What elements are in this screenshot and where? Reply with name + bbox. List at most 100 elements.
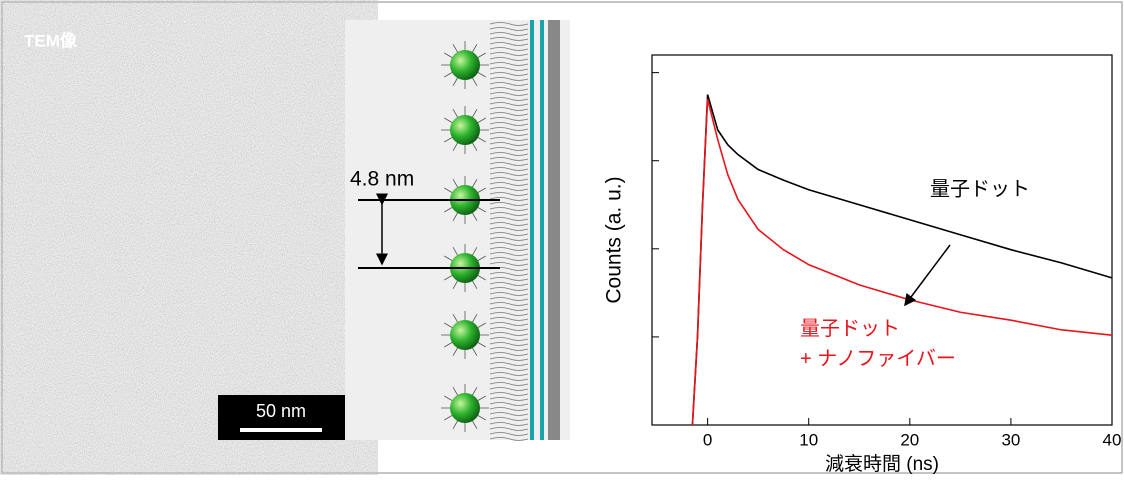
ligand xyxy=(452,279,459,289)
quantum-dot xyxy=(450,393,480,423)
lipid xyxy=(489,372,529,376)
lipid xyxy=(489,347,529,351)
ligand xyxy=(476,187,486,194)
x-tick-label: 30 xyxy=(1001,430,1020,449)
ligand xyxy=(476,274,486,281)
ligand xyxy=(471,44,478,54)
lipid xyxy=(489,192,529,196)
chart: 0 10 20 30 40 減衰時間 (ns) Counts (a. u.) 量子ドット量子ド… xyxy=(603,54,1121,475)
lipid xyxy=(489,117,529,121)
lipid xyxy=(489,22,529,26)
lipid xyxy=(489,147,529,151)
lipid xyxy=(489,262,529,266)
lipid xyxy=(489,332,529,336)
ligand xyxy=(471,211,478,221)
x-tick-label: 20 xyxy=(900,430,919,449)
ligand xyxy=(444,117,454,124)
lipid xyxy=(489,237,529,241)
lipid xyxy=(489,357,529,361)
ligand xyxy=(476,395,486,402)
lipid xyxy=(489,257,529,261)
x-tick-label: 0 xyxy=(703,430,712,449)
ligand xyxy=(444,136,454,143)
lipid xyxy=(489,327,529,331)
lipid xyxy=(489,77,529,81)
ligand xyxy=(444,255,454,262)
ligand xyxy=(444,206,454,213)
lipid xyxy=(489,167,529,171)
lipid xyxy=(489,412,529,416)
ligand xyxy=(452,211,459,221)
lipid xyxy=(489,232,529,236)
lipid xyxy=(489,47,529,51)
ligand xyxy=(452,247,459,257)
ligand xyxy=(444,395,454,402)
lipid xyxy=(489,112,529,116)
ligand xyxy=(444,187,454,194)
ligand xyxy=(471,141,478,151)
y-axis-label: Counts (a. u.) xyxy=(603,176,626,303)
ligand xyxy=(471,387,478,397)
ligand xyxy=(476,341,486,348)
lipid xyxy=(489,37,529,41)
ligand xyxy=(444,414,454,421)
quantum-dot xyxy=(450,320,480,350)
ligand xyxy=(476,322,486,329)
lipid xyxy=(489,377,529,381)
lipid xyxy=(489,227,529,231)
lipid xyxy=(489,212,529,216)
lipid xyxy=(489,322,529,326)
lipid xyxy=(489,122,529,126)
lipid xyxy=(489,177,529,181)
lipid xyxy=(489,42,529,46)
ligand xyxy=(471,179,478,189)
lipid xyxy=(489,27,529,31)
lipid xyxy=(489,162,529,166)
lipid xyxy=(489,252,529,256)
series-label: 量子ドット+ ナノファイバー xyxy=(800,318,956,370)
lipid xyxy=(489,57,529,61)
lipid xyxy=(489,282,529,286)
lipid xyxy=(489,392,529,396)
ligand xyxy=(444,274,454,281)
x-axis-label: 減衰時間 (ns) xyxy=(825,453,939,475)
lipid xyxy=(489,72,529,76)
quantum-dot xyxy=(450,50,480,80)
spacing-label: 4.8 nm xyxy=(350,168,414,191)
ligand xyxy=(452,109,459,119)
lipid xyxy=(489,142,529,146)
lipid xyxy=(489,272,529,276)
schematic: 4.8 nm xyxy=(345,20,570,441)
lipid xyxy=(489,127,529,131)
tem-image xyxy=(18,20,345,440)
lipid xyxy=(489,102,529,106)
ligand xyxy=(444,71,454,78)
lipid xyxy=(489,97,529,101)
lipid xyxy=(489,187,529,191)
lipid xyxy=(489,302,529,306)
lipid xyxy=(489,207,529,211)
quantum-dot xyxy=(450,115,480,145)
lipid xyxy=(489,432,529,436)
lipid xyxy=(489,242,529,246)
lipid xyxy=(489,362,529,366)
lipid xyxy=(489,107,529,111)
lipid xyxy=(489,82,529,86)
series-label: 量子ドット xyxy=(930,178,1030,200)
ligand xyxy=(452,346,459,356)
lipid xyxy=(489,277,529,281)
lipid xyxy=(489,217,529,221)
lipid xyxy=(489,382,529,386)
lipid xyxy=(489,342,529,346)
lipid xyxy=(489,67,529,71)
lipid xyxy=(489,152,529,156)
ligand xyxy=(452,44,459,54)
lipid xyxy=(489,297,529,301)
ligand xyxy=(444,52,454,59)
ligand xyxy=(476,255,486,262)
lipid xyxy=(489,157,529,161)
lipid xyxy=(489,137,529,141)
ligand xyxy=(476,136,486,143)
lipid xyxy=(489,87,529,91)
